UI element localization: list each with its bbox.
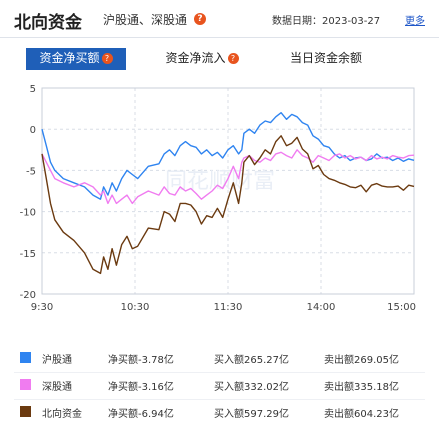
x-tick-label: 9:30 [31,302,53,313]
legend-swatch-sh [20,352,31,363]
legend-name-sh: 沪股通 [42,355,72,366]
legend-row-north: 北向资金 净买额-6.94亿 买入额597.29亿 卖出额604.23亿 [0,404,439,422]
x-tick-label: 11:30 [214,302,243,313]
tab-net-inflow-label: 资金净流入 [165,51,226,65]
tab-net-buy[interactable]: 资金净买额? [26,48,126,68]
x-tick-label: 10:30 [121,302,150,313]
help-icon[interactable]: ? [227,53,239,64]
legend-row-sh: 沪股通 净买额-3.78亿 买入额265.27亿 卖出额269.05亿 [0,350,439,368]
x-tick-label: 15:00 [387,302,416,313]
tab-daily-balance-label: 当日资金余额 [289,51,362,65]
y-tick-label: 0 [30,125,36,136]
legend-name-north: 北向资金 [42,409,82,420]
page-title: 北向资金 [14,13,82,33]
help-icon[interactable]: ? [194,13,206,25]
legend-swatch-sz [20,379,31,390]
help-icon[interactable]: ? [101,53,113,64]
series-line-深股通 [41,149,415,205]
tab-active-underline [26,68,126,70]
legend-swatch-north [20,406,31,417]
plot-area-border [41,87,415,295]
x-tick-label: 14:00 [307,302,336,313]
y-tick-label: 5 [30,84,36,95]
chart-series [41,112,415,275]
legend-sell-sz: 卖出额335.18亿 [324,382,399,393]
legend-buy-sh: 买入额265.27亿 [214,355,289,366]
legend-net-sh: 净买额-3.78亿 [108,355,174,366]
tab-daily-balance[interactable]: 当日资金余额 [280,48,372,68]
more-link[interactable]: 更多 [405,16,425,27]
net-buy-chart: 同花顺财富 5 0 -5 -10 -15 -20 9:30 10:30 11:30 14:00 1… [20,84,416,313]
chart-watermark: 同花顺财富 [165,169,275,194]
tab-net-inflow[interactable]: 资金净流入? [158,48,246,68]
header: 北向资金 沪股通、深股通 ? 数据日期：2023-03-27 更多 [0,0,439,38]
x-axis-ticks: 9:30 10:30 11:30 14:00 15:00 [31,302,416,313]
legend-row-sz: 深股通 净买额-3.16亿 买入额332.02亿 卖出额335.18亿 [0,377,439,395]
legend-buy-north: 买入额597.29亿 [214,409,289,420]
legend-net-sz: 净买额-3.16亿 [108,382,174,393]
header-divider [0,37,439,38]
y-axis-ticks: 5 0 -5 -10 -15 -20 [20,84,36,301]
legend-name-sz: 深股通 [42,382,72,393]
page-subtitle: 沪股通、深股通 [103,13,188,27]
legend-sell-north: 卖出额604.23亿 [324,409,399,420]
y-tick-label: -20 [20,290,36,301]
legend-net-north: 净买额-6.94亿 [108,409,174,420]
chart-grid [41,87,415,295]
series-line-北向资金 [41,135,415,275]
data-date-value: 2023-03-27 [322,16,381,27]
data-date: 数据日期：2023-03-27 [272,12,380,27]
tab-net-buy-label: 资金净买额 [39,51,100,65]
legend-sell-sh: 卖出额269.05亿 [324,355,399,366]
legend-divider [14,399,425,400]
y-tick-label: -5 [26,166,36,177]
y-tick-label: -15 [20,249,36,260]
legend-divider [14,372,425,373]
y-tick-label: -10 [20,208,36,219]
legend-buy-sz: 买入额332.02亿 [214,382,289,393]
data-date-label: 数据日期： [272,16,322,27]
